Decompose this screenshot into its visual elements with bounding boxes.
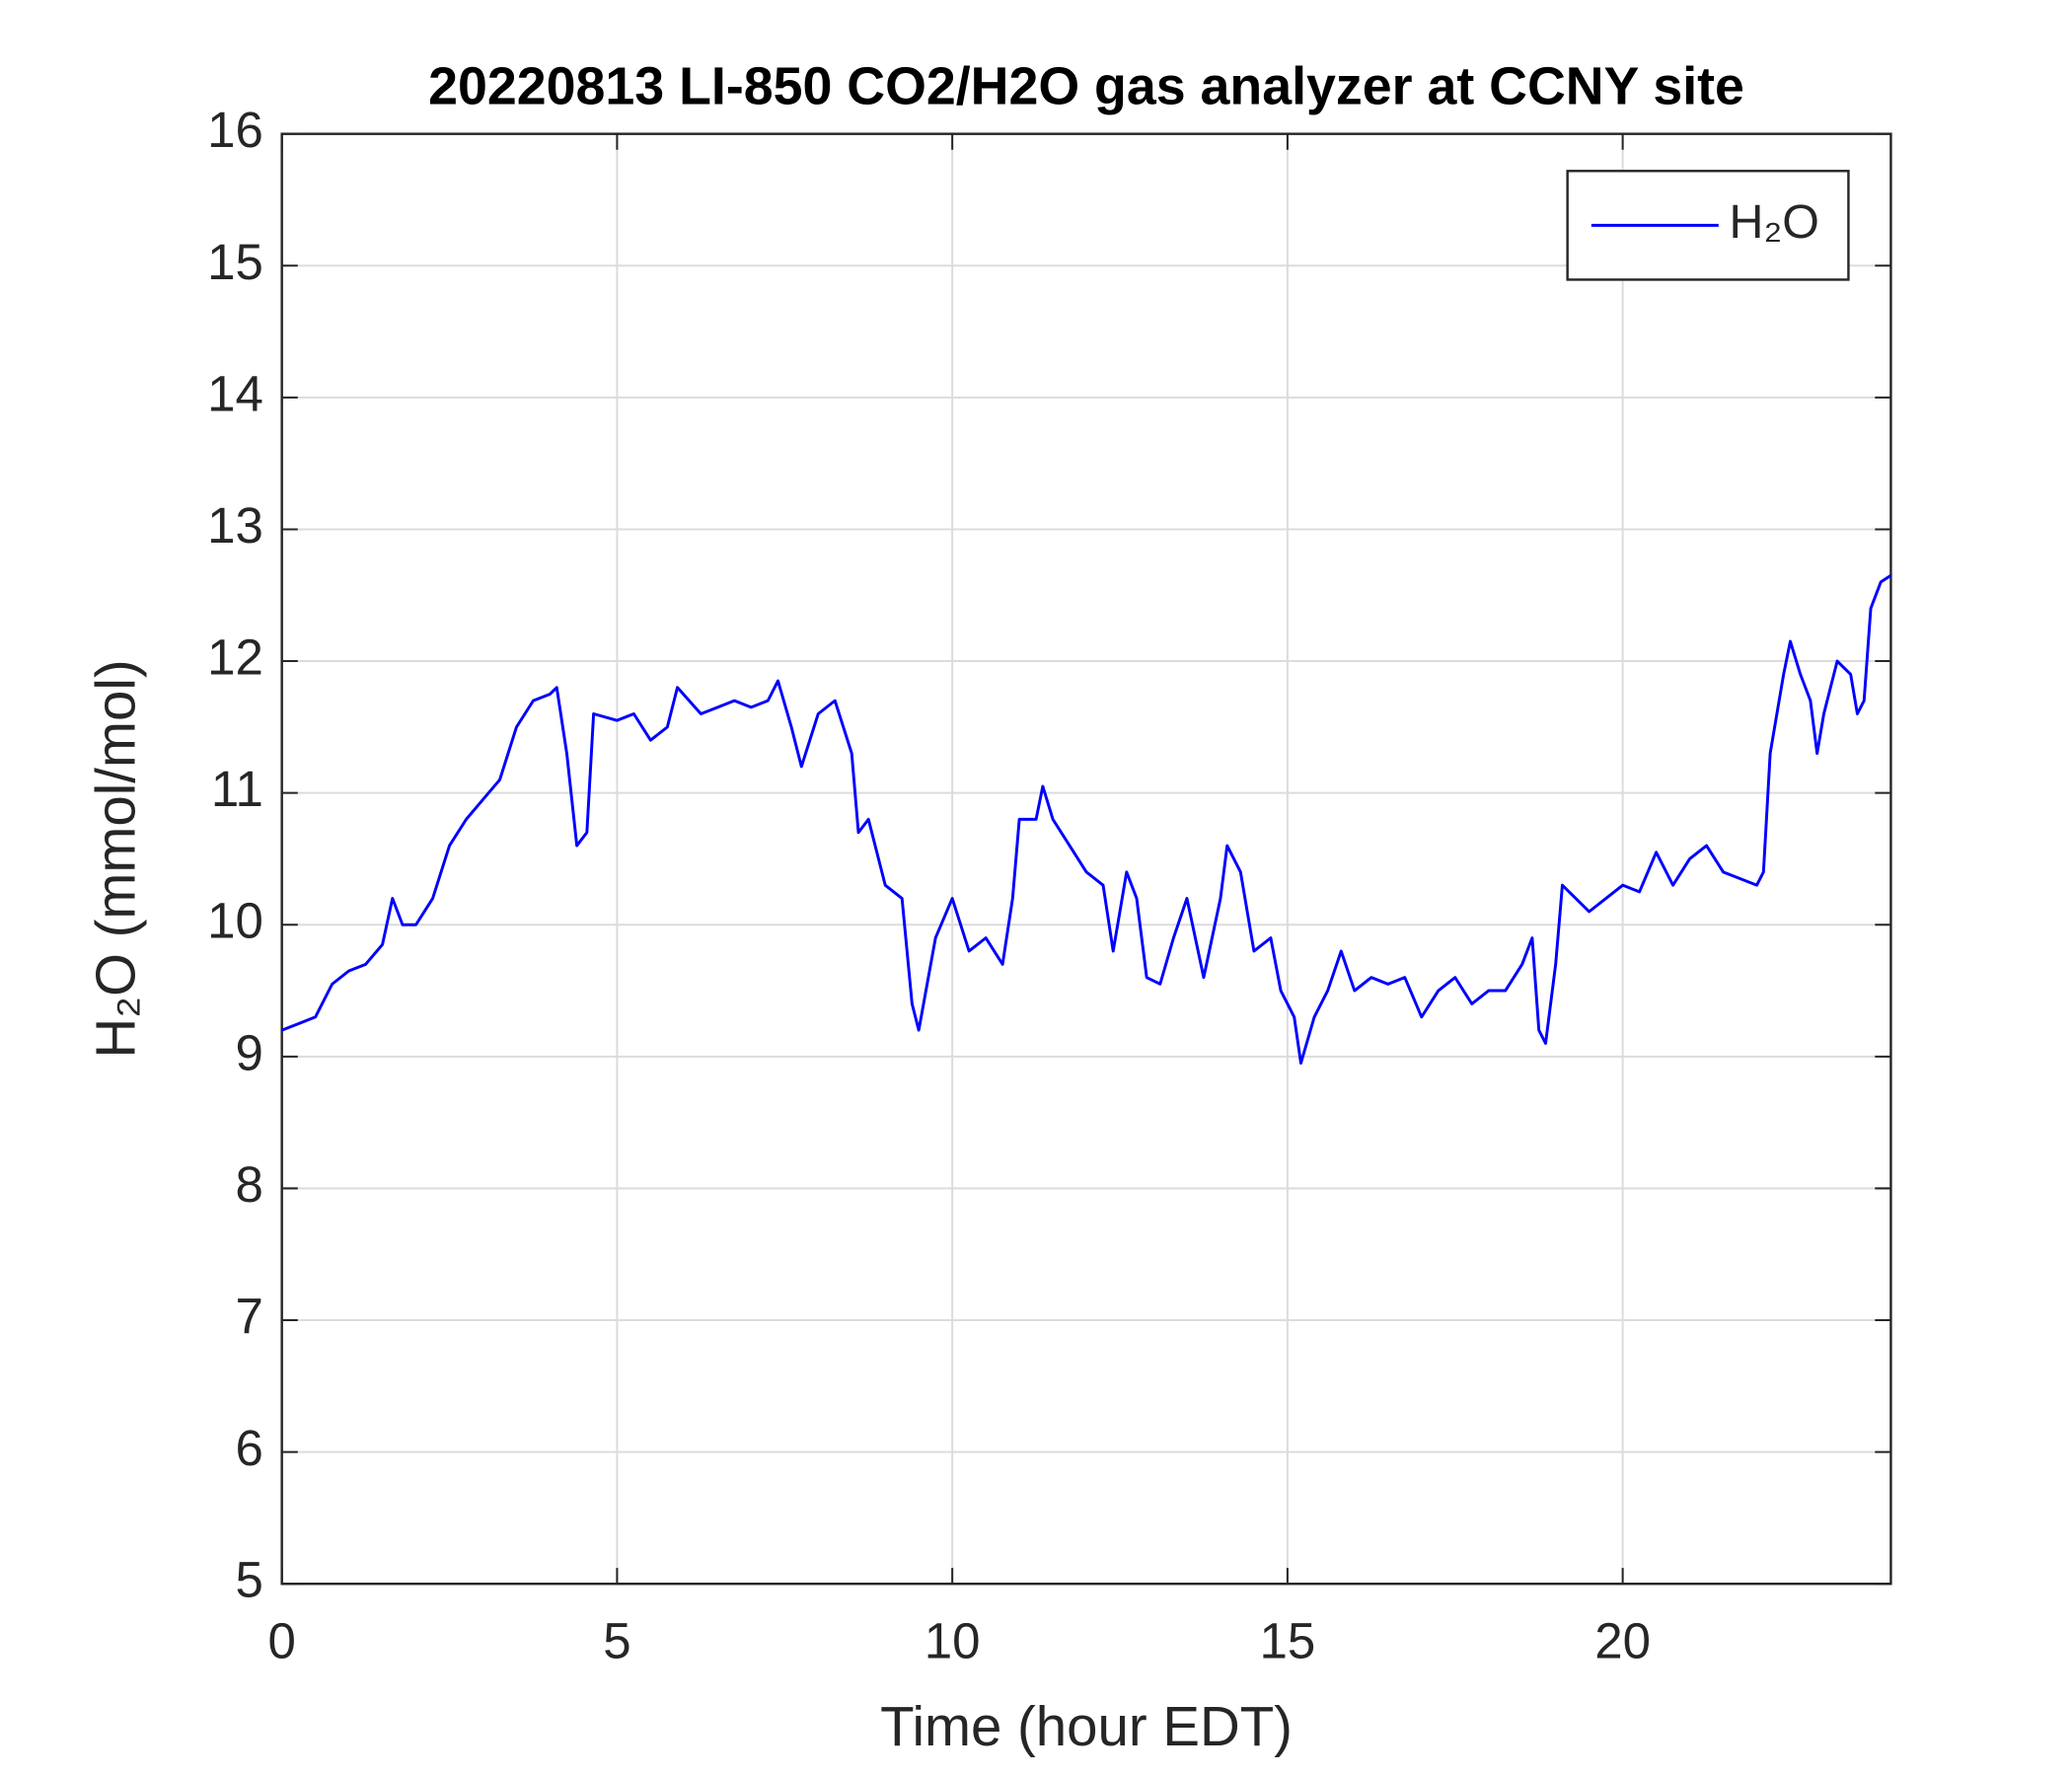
- y-tick-label: 7: [235, 1289, 262, 1345]
- y-tick-label: 13: [207, 497, 263, 554]
- y-tick-label: 12: [207, 629, 263, 686]
- plot-frame: [280, 132, 1892, 1586]
- x-tick-label: 10: [925, 1612, 981, 1668]
- y-axis-label: H₂O (mmol/mol): [85, 659, 147, 1058]
- y-tick-label: 5: [235, 1552, 262, 1608]
- y-tick-label: 14: [207, 365, 263, 421]
- y-tick-label: 9: [235, 1024, 262, 1080]
- x-tick-label: 15: [1260, 1612, 1316, 1668]
- background: [11, 0, 2061, 1776]
- y-tick-label: 8: [235, 1156, 262, 1213]
- x-tick-label: 5: [603, 1612, 630, 1668]
- chart-title: 20220813 LI-850 CO2/H2O gas analyzer at …: [428, 57, 1744, 116]
- y-tick-label: 11: [211, 761, 263, 817]
- y-tick-label: 10: [207, 893, 263, 949]
- x-axis-label: Time (hour EDT): [880, 1695, 1293, 1757]
- x-tick-label: 0: [267, 1612, 295, 1668]
- y-tick-label: 6: [235, 1420, 262, 1476]
- x-tick-label: 20: [1594, 1612, 1651, 1668]
- legend-label: H₂O: [1730, 195, 1819, 249]
- y-tick-label: 16: [207, 102, 263, 158]
- data-line: [281, 573, 1892, 1065]
- y-tick-label: 15: [207, 234, 263, 290]
